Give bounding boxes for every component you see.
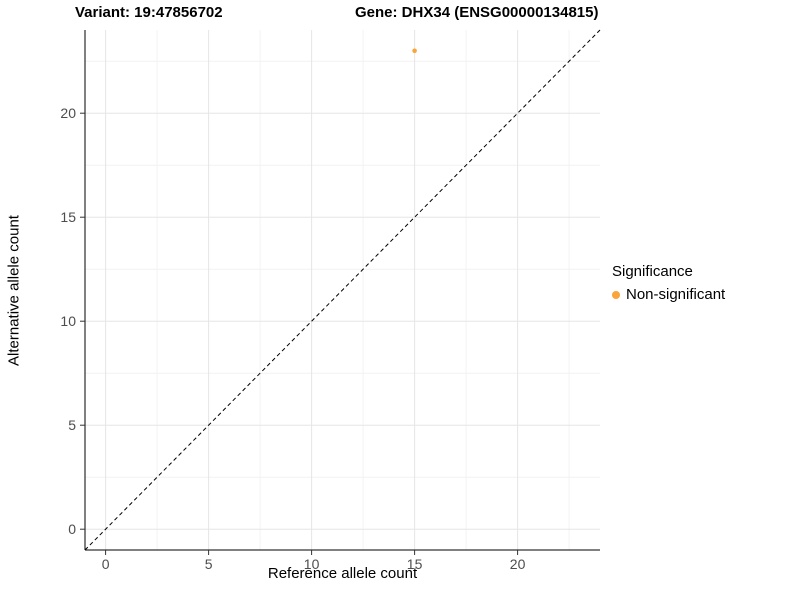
legend-point-icon bbox=[612, 290, 620, 299]
variant-title: Variant: 19:47856702 bbox=[75, 4, 223, 21]
legend-item-label: Non-significant bbox=[626, 286, 726, 303]
x-tick-label: 10 bbox=[304, 556, 320, 572]
y-tick-label: 0 bbox=[68, 521, 76, 537]
y-tick-label: 10 bbox=[60, 313, 76, 329]
y-tick-label: 15 bbox=[60, 209, 76, 225]
x-tick-label: 0 bbox=[102, 556, 110, 572]
x-tick-label: 15 bbox=[407, 556, 423, 572]
y-tick-label: 5 bbox=[68, 417, 76, 433]
data-point bbox=[412, 48, 417, 54]
y-axis-label: Alternative allele count bbox=[5, 215, 23, 366]
gene-title: Gene: DHX34 (ENSG00000134815) bbox=[355, 4, 599, 21]
x-tick-label: 20 bbox=[510, 556, 526, 572]
legend-item: Non-significant bbox=[612, 286, 725, 303]
legend-title: Significance bbox=[612, 263, 693, 280]
x-axis-label: Reference allele count bbox=[267, 565, 418, 582]
legend: Significance Non-significant bbox=[612, 263, 725, 303]
identity-line bbox=[84, 29, 601, 551]
y-tick-label: 20 bbox=[60, 105, 76, 121]
x-tick-label: 5 bbox=[205, 556, 213, 572]
